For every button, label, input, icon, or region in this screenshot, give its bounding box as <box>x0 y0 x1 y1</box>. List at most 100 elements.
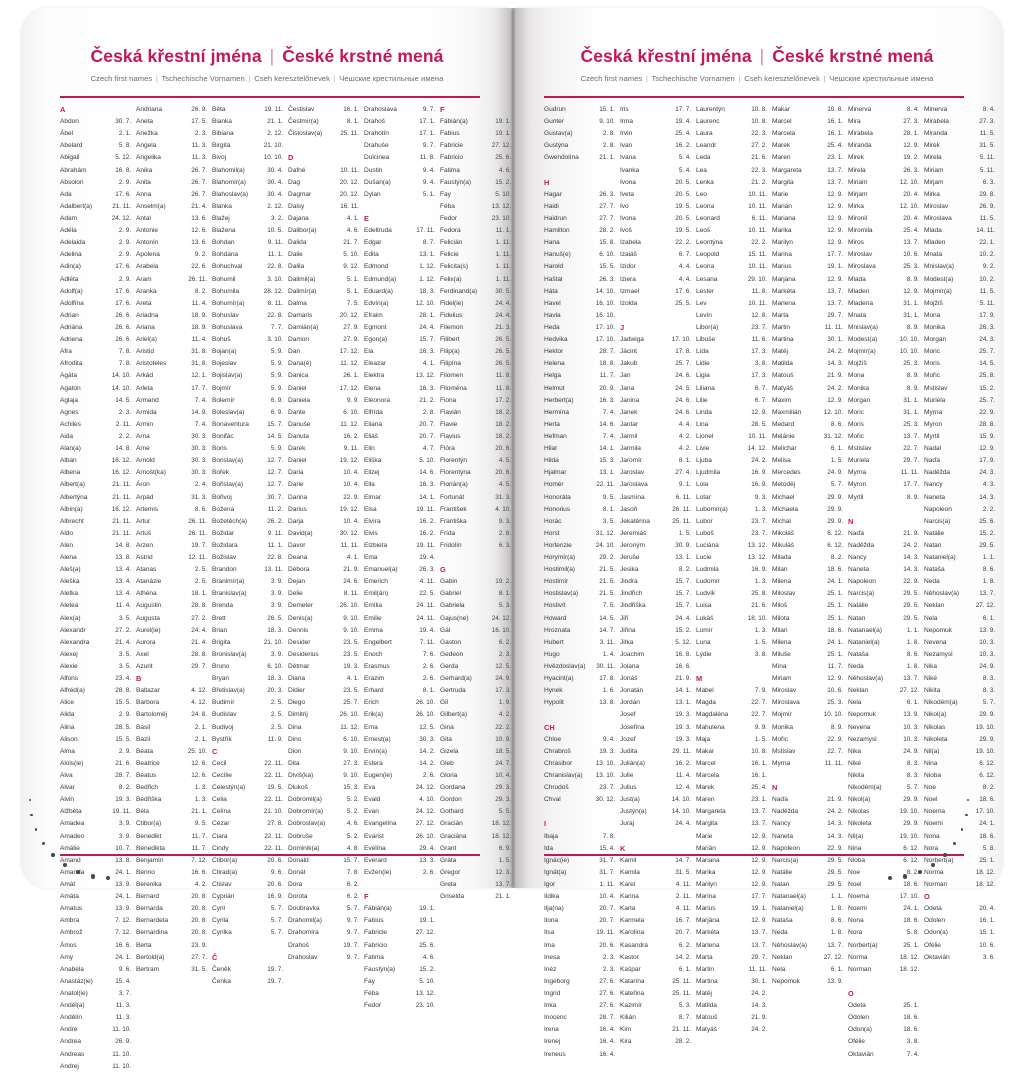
entry-date: 5. 10. <box>419 977 435 985</box>
entry-date: 29. 7. <box>903 457 919 465</box>
name-entry: Hostimil(a) 21. 5. <box>544 564 620 576</box>
entry-date: 11. 8. <box>495 384 511 392</box>
entry-name: Natálie <box>924 529 945 537</box>
name-entry: Albín(a) 16. 12. <box>60 504 136 516</box>
name-entry: Dobromír(a) 5. 2. <box>288 806 364 818</box>
entry-name: Fábián(a) <box>364 905 392 913</box>
entry-date: 18. 9. <box>191 311 207 319</box>
name-entry: Odon(a) 15. 1. <box>924 927 1000 939</box>
name-entry: Gudrun 15. 1. <box>544 104 620 116</box>
name-entry: Něhoslav(a) 13. 7. <box>848 673 924 685</box>
name-entry: Edita 13. 1. <box>364 249 440 261</box>
name-entry: Afra 7. 8. <box>60 346 136 358</box>
entry-date: 9. 5. <box>602 493 615 501</box>
entry-date: 14. 10. <box>671 796 691 804</box>
entry-date: 7. 4. <box>602 408 615 416</box>
name-entry: Nikol(a) 29. 9. <box>924 709 1000 721</box>
name-entry: Dominik(a) 4. 8. <box>288 843 364 855</box>
name-entry: Bruno 6. 10. <box>212 661 288 673</box>
entry-date: 24. 2. <box>827 384 843 392</box>
entry-date: 24. 2. <box>827 348 843 356</box>
entry-date: 15. 7. <box>419 336 435 344</box>
name-entry: Evald 4. 10. <box>364 794 440 806</box>
entry-name: Daisy <box>288 202 305 210</box>
entry-date: 25. 1. <box>827 614 843 622</box>
entry-name: David(a) <box>288 529 313 537</box>
name-entry: Erik(a) 26. 10. <box>364 709 440 721</box>
entry-name: Nikolas <box>924 723 946 731</box>
entry-date: 10. 5. <box>267 227 283 235</box>
entry-date: 11. 12. <box>340 420 359 428</box>
name-entry: Mojmír(a) 11. 5. <box>924 286 1000 298</box>
entry-date: 9. 11. <box>267 529 283 537</box>
entry-name: Nika <box>848 747 861 755</box>
entry-name: Hypolit <box>544 699 564 707</box>
entry-date: 8. 4. <box>906 106 919 113</box>
name-column: Čestislav 16. 1. Čestmír(a) 8. 1. Čistoslav(… <box>288 104 364 1073</box>
entry-date: 16. 1. <box>751 759 767 767</box>
name-entry: Emerich 4. 11. <box>364 576 440 588</box>
entry-date: 1. 11. <box>495 263 511 271</box>
name-entry: Antonín 13. 6. <box>136 237 212 249</box>
entry-date: 5. 11. <box>979 166 995 174</box>
name-entry: Brian 18. 3. <box>212 625 288 637</box>
entry-date: 6. 9. <box>270 396 283 404</box>
entry-date: 3. 9. <box>270 602 283 610</box>
name-entry: Lilie 6. 7. <box>696 395 772 407</box>
entry-name: Jantar <box>620 420 639 428</box>
entry-date: 11. 11. <box>824 323 843 331</box>
entry-name: Helmut <box>544 384 565 392</box>
entry-date: 27. 7. <box>599 202 615 210</box>
entry-date: 11. 4. <box>191 299 207 307</box>
entry-date: 1. 11. <box>495 275 511 283</box>
entry-date: 28. 5. <box>751 420 767 428</box>
entry-date: 8. 2. <box>830 554 843 562</box>
entry-date: 15. 8. <box>599 239 615 247</box>
entry-name: Mona <box>924 311 941 319</box>
entry-date: 24. 12. <box>415 808 435 816</box>
entry-date: 13. 4. <box>115 590 131 598</box>
name-entry: Moric 25. 7. <box>924 346 1000 358</box>
entry-date: 9. 7. <box>422 106 435 113</box>
entry-date: 31. 1. <box>903 311 919 319</box>
entry-date: 20. 12. <box>339 311 359 319</box>
column-spacer <box>364 201 440 213</box>
entry-name: Boris <box>212 445 227 453</box>
name-entry: Ariadna 18. 9. <box>136 310 212 322</box>
entry-date: 14. 10. <box>595 287 615 295</box>
name-entry: Athéna 18. 1. <box>136 588 212 600</box>
section-letter: N <box>772 783 778 793</box>
name-entry: Matěj 24. 2. <box>772 346 848 358</box>
name-entry: Jeroným 30. 9. <box>620 540 696 552</box>
entry-date: 14. 1. <box>675 687 691 695</box>
entry-date: 13. 12. <box>747 541 767 549</box>
entry-date: 4. 1. <box>346 214 359 222</box>
entry-date: 30. 4. <box>267 190 283 198</box>
entry-date: 8. 1. <box>602 505 615 513</box>
name-entry: Jasmína 6. 11. <box>620 492 696 504</box>
entry-date: 12. 10. <box>899 178 919 186</box>
name-entry: Erna 12. 5. <box>364 722 440 734</box>
entry-date: 1. 3. <box>754 505 767 513</box>
name-entry: Alex(a) 3. 5. <box>60 613 136 625</box>
entry-name: Julie <box>620 772 634 780</box>
entry-date: 2. 2. <box>118 432 131 440</box>
entry-date: 17. 10. <box>595 336 615 344</box>
entry-name: Inesa <box>544 953 560 961</box>
entry-name: Nikita <box>924 687 941 695</box>
entry-date: 2. 6. <box>422 868 435 876</box>
entry-name: Marián <box>696 844 716 852</box>
entry-date: 13. 7. <box>751 941 767 949</box>
entry-name: Evarist <box>364 832 384 840</box>
entry-name: Nadal <box>924 445 941 453</box>
section-letter: M <box>696 674 703 684</box>
entry-date: 5. 9. <box>270 348 283 356</box>
name-entry: Bronislav(a) 3. 9. <box>212 649 288 661</box>
entry-date: 31. 12. <box>823 432 843 440</box>
entry-name: Leona <box>696 202 715 210</box>
name-entry: Nataniel(a) 1. 8. <box>772 903 848 915</box>
entry-name: André <box>60 1026 78 1034</box>
entry-date: 18. 12. <box>491 832 511 840</box>
entry-name: Homér <box>544 481 564 489</box>
entry-name: Erich <box>364 699 379 707</box>
